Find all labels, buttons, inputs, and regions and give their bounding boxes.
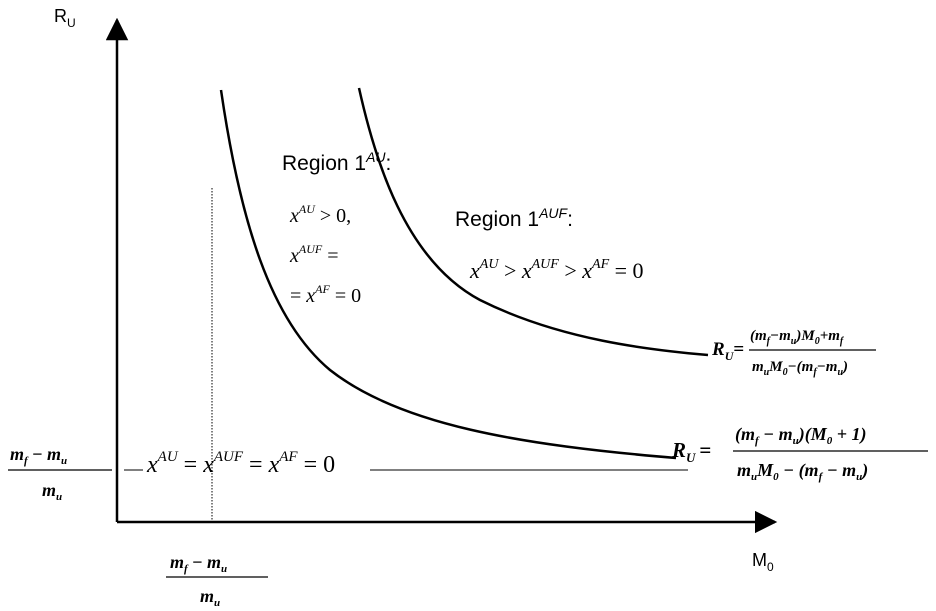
x-threshold-fraction: mf − mu mu [166,552,268,609]
svg-text:mf − mu: mf − mu [10,444,67,467]
svg-text:mu: mu [42,480,62,503]
svg-text:mu: mu [200,586,220,609]
svg-text:RU=: RU= [711,339,744,363]
region-1au-title: Region 1AU: [282,149,391,175]
y-axis-label: RU [54,6,76,30]
region-1au-line2: xAUF = [289,242,339,267]
region-zero-equation: xAU = xAUF = xAF = 0 [146,449,335,478]
lower-boundary-curve [219,89,677,460]
y-threshold-fraction: mf − mu mu [8,444,112,503]
region-1au-line3: = xAF = 0 [290,282,361,307]
upper-boundary-curve [357,87,709,357]
lower-curve-formula: RU = (mf − mu)(M0 + 1) muM0 − (mf − mu) [671,424,928,483]
region-1auf-title: Region 1AUF: [455,205,573,231]
svg-text:RU=: RU= [671,438,711,465]
region-1auf-inequality: xAU > xAUF > xAF = 0 [469,257,644,283]
svg-text:(mf−mu)M0+mf: (mf−mu)M0+mf [750,328,845,347]
svg-text:(mf − mu)(M0 + 1): (mf − mu)(M0 + 1) [735,424,866,447]
upper-curve-formula: RU= (mf−mu)M0+mf muM0−(mf−mu) [711,328,876,378]
region-1au-line1: xAU > 0, [289,202,351,227]
svg-text:mf − mu: mf − mu [170,552,227,575]
svg-text:muM0 − (mf − mu): muM0 − (mf − mu) [737,460,868,483]
x-axis-label: M0 [752,550,774,574]
svg-text:muM0−(mf−mu): muM0−(mf−mu) [752,359,848,378]
